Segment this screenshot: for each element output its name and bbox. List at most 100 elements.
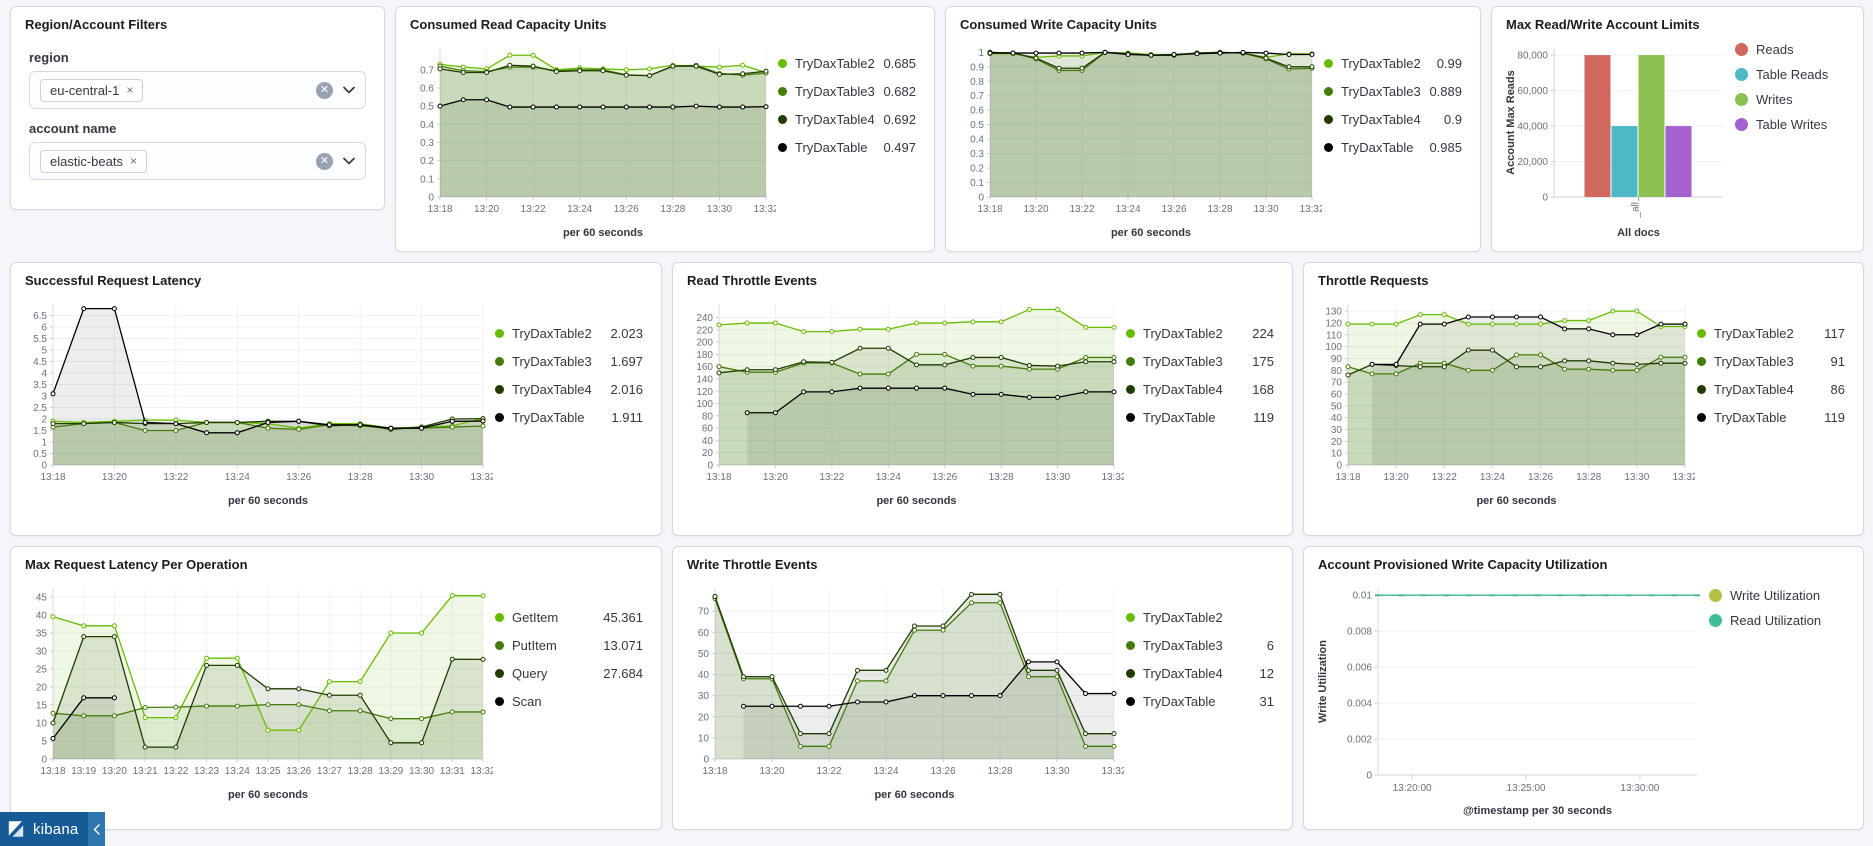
legend-item-query[interactable]: Query 27.684	[495, 666, 643, 681]
svg-text:13:28: 13:28	[348, 766, 373, 777]
legend-item-trydaxtable3[interactable]: TryDaxTable3 1.697	[495, 354, 643, 369]
legend-item-trydaxtable[interactable]: TryDaxTable 31	[1126, 694, 1274, 709]
read-capacity-chart[interactable]: 0 0.1 0.2 0.3 0.4 0.5 0.6 0.7 13:18 13:20 13:22 13:…	[404, 34, 779, 241]
chip-remove-icon[interactable]: ×	[129, 154, 137, 168]
svg-text:per 60 seconds: per 60 seconds	[876, 495, 956, 507]
legend-item-table-reads[interactable]: Table Reads	[1735, 67, 1845, 82]
svg-text:13:20: 13:20	[1384, 472, 1409, 483]
legend-item-trydaxtable[interactable]: TryDaxTable 0.497	[778, 140, 916, 155]
legend-item-trydaxtable2[interactable]: TryDaxTable2	[1126, 610, 1274, 625]
legend-item-trydaxtable4[interactable]: TryDaxTable4 2.016	[495, 382, 643, 397]
legend-item-trydaxtable4[interactable]: TryDaxTable4 0.692	[778, 112, 916, 127]
svg-text:0: 0	[707, 461, 713, 472]
svg-text:70: 70	[1331, 378, 1343, 389]
legend-item-reads[interactable]: Reads	[1735, 42, 1845, 57]
legend-item-trydaxtable[interactable]: TryDaxTable 1.911	[495, 410, 643, 425]
clear-selection-icon[interactable]: ✕	[316, 81, 333, 99]
legend-item-trydaxtable2[interactable]: TryDaxTable2 2.023	[495, 326, 643, 341]
write-utilization-chart[interactable]: 0 0.002 0.004 0.006 0.008 0.01 13:20:00 13:25:0…	[1312, 574, 1707, 819]
legend-item-write-utilization[interactable]: Write Utilization	[1709, 588, 1845, 603]
svg-text:13:28: 13:28	[348, 472, 373, 483]
legend-item-trydaxtable4[interactable]: TryDaxTable4 86	[1697, 382, 1845, 397]
request-latency-chart[interactable]: 0 0.5 1 1.5 2 2.5 3 3.5 4 4.5 5 5.5 6 6.5 13:18 13:20 13…	[19, 290, 496, 509]
write-capacity-chart[interactable]: 0 0.1 0.2 0.3 0.4 0.5 0.6 0.7 0.8 0.9 1 13:18 13:20 1…	[954, 34, 1325, 241]
svg-text:13:20: 13:20	[102, 472, 127, 483]
panel-title: Throttle Requests	[1318, 273, 1429, 288]
svg-text:13:26: 13:26	[930, 766, 955, 777]
svg-text:240: 240	[696, 313, 713, 324]
svg-text:13:24: 13:24	[876, 472, 901, 483]
legend-label: Scan	[512, 694, 542, 709]
legend-value: 31	[1259, 694, 1274, 709]
svg-text:6: 6	[41, 323, 47, 334]
svg-text:13:18: 13:18	[706, 472, 731, 483]
svg-text:13:24: 13:24	[225, 766, 250, 777]
legend-item-trydaxtable3[interactable]: TryDaxTable3 0.682	[778, 84, 916, 99]
legend-dot-icon	[778, 59, 787, 68]
legend-dot-icon	[1126, 413, 1135, 422]
legend-item-writes[interactable]: Writes	[1735, 92, 1845, 107]
legend-label: TryDaxTable4	[1714, 382, 1794, 397]
legend-item-table-writes[interactable]: Table Writes	[1735, 117, 1845, 132]
legend-item-trydaxtable3[interactable]: TryDaxTable3 91	[1697, 354, 1845, 369]
panel-title: Write Throttle Events	[687, 557, 818, 572]
account-limits-chart[interactable]: 0 20,000 40,000 60,000 80,000 _all All docs Acc…	[1500, 34, 1733, 241]
legend-item-trydaxtable3[interactable]: TryDaxTable3 6	[1126, 638, 1274, 653]
chip-remove-icon[interactable]: ×	[126, 83, 134, 97]
region-chip[interactable]: eu-central-1 ×	[40, 78, 144, 102]
account-combobox[interactable]: elastic-beats × ✕	[29, 142, 366, 180]
write-throttle-chart[interactable]: 0 10 20 30 40 50 60 70 13:18 13:20 13:22 13:24 13:26…	[681, 574, 1127, 803]
legend-label: TryDaxTable2	[1341, 56, 1421, 71]
legend-item-trydaxtable[interactable]: TryDaxTable 119	[1697, 410, 1845, 425]
max-latency-chart[interactable]: 0 5 10 15 20 25 30 35 40 45 13:18 13:19 13:20 13:21 13…	[19, 574, 496, 803]
throttle-requests-chart[interactable]: 0 10 20 30 40 50 60 70 80 90 100 110 120 130 13:18 13:2…	[1312, 290, 1698, 509]
read-throttle-chart[interactable]: 0 20 40 60 80 100 120 140 160 180 200 220 240 13:18 13…	[681, 290, 1127, 509]
legend-value: 2.016	[610, 382, 643, 397]
legend-item-read-utilization[interactable]: Read Utilization	[1709, 613, 1845, 628]
svg-text:0: 0	[428, 193, 434, 204]
legend-value: 119	[1824, 410, 1845, 425]
legend-item-trydaxtable4[interactable]: TryDaxTable4 12	[1126, 666, 1274, 681]
legend-item-trydaxtable2[interactable]: TryDaxTable2 0.99	[1324, 56, 1462, 71]
legend-value: 117	[1824, 326, 1845, 341]
svg-text:0.7: 0.7	[970, 91, 984, 102]
legend-dot-icon	[1126, 385, 1135, 394]
svg-text:90: 90	[1331, 354, 1343, 365]
collapse-sidebar-button[interactable]	[88, 812, 105, 846]
account-chip[interactable]: elastic-beats ×	[40, 149, 147, 173]
legend-label: TryDaxTable	[1714, 410, 1787, 425]
region-combobox[interactable]: eu-central-1 × ✕	[29, 71, 366, 109]
chevron-down-icon[interactable]	[343, 157, 355, 165]
svg-text:50: 50	[1331, 401, 1343, 412]
svg-text:13:25: 13:25	[255, 766, 280, 777]
svg-text:200: 200	[696, 338, 713, 349]
chart-legend: TryDaxTable2 117 TryDaxTable3 91 TryDaxTable…	[1695, 290, 1855, 509]
legend-item-trydaxtable[interactable]: TryDaxTable 119	[1126, 410, 1274, 425]
legend-label: TryDaxTable3	[1714, 354, 1794, 369]
clear-selection-icon[interactable]: ✕	[316, 152, 333, 170]
legend-item-trydaxtable2[interactable]: TryDaxTable2 224	[1126, 326, 1274, 341]
legend-item-scan[interactable]: Scan	[495, 694, 643, 709]
legend-value: 119	[1253, 410, 1274, 425]
legend-item-trydaxtable4[interactable]: TryDaxTable4 0.9	[1324, 112, 1462, 127]
legend-value: 6	[1266, 638, 1274, 653]
svg-text:20: 20	[1331, 437, 1343, 448]
legend-item-trydaxtable[interactable]: TryDaxTable 0.985	[1324, 140, 1462, 155]
svg-text:13:32: 13:32	[753, 204, 776, 215]
legend-item-getitem[interactable]: GetItem 45.361	[495, 610, 643, 625]
legend-item-trydaxtable3[interactable]: TryDaxTable3 175	[1126, 354, 1274, 369]
legend-item-putitem[interactable]: PutItem 13.071	[495, 638, 643, 653]
chevron-down-icon[interactable]	[343, 86, 355, 94]
svg-text:13:20: 13:20	[759, 766, 784, 777]
svg-text:0: 0	[978, 193, 984, 204]
legend-item-trydaxtable3[interactable]: TryDaxTable3 0.889	[1324, 84, 1462, 99]
legend-item-trydaxtable2[interactable]: TryDaxTable2 0.685	[778, 56, 916, 71]
legend-item-trydaxtable4[interactable]: TryDaxTable4 168	[1126, 382, 1274, 397]
legend-item-trydaxtable2[interactable]: TryDaxTable2 117	[1697, 326, 1845, 341]
svg-text:per 60 seconds: per 60 seconds	[228, 495, 308, 507]
svg-text:_all: _all	[1631, 202, 1642, 219]
legend-label: Read Utilization	[1730, 613, 1822, 628]
svg-text:0.5: 0.5	[33, 449, 47, 460]
panel-consumed-write-capacity: Consumed Write Capacity Units 0 0.1 0.2 0.3…	[945, 6, 1481, 252]
kibana-logo-icon	[7, 820, 25, 838]
